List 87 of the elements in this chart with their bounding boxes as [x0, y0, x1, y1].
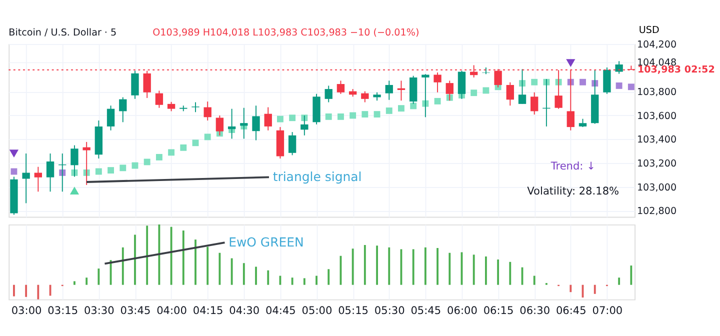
candlestick	[518, 68, 526, 104]
candlestick	[167, 101, 176, 112]
point	[531, 78, 538, 86]
point	[616, 82, 622, 89]
point	[519, 80, 526, 87]
point	[9, 150, 19, 158]
x-tick-label: 06:00	[447, 305, 478, 318]
point	[168, 149, 175, 156]
x-tick-label: 05:30	[374, 305, 406, 318]
candlestick	[530, 92, 538, 116]
point	[192, 140, 199, 146]
point	[482, 87, 490, 94]
candlestick	[288, 132, 296, 156]
point	[470, 90, 478, 96]
candlestick	[106, 105, 115, 131]
chart-title: Bitcoin / U.S. Dollar · 5	[8, 27, 117, 38]
y-tick-label: 103,800	[636, 87, 677, 98]
candlestick	[143, 70, 151, 98]
point	[386, 107, 392, 114]
candlestick	[434, 72, 442, 93]
candlestick	[252, 105, 260, 141]
x-tick-label: 05:45	[410, 305, 442, 318]
y-tick-label: 103,200	[636, 158, 677, 170]
candlestick	[204, 101, 212, 121]
point	[410, 102, 417, 110]
x-tick-label: 04:45	[265, 305, 296, 318]
x-tick-label: 04:30	[229, 305, 260, 318]
x-tick-label: 03:45	[120, 305, 151, 318]
y-tick-label: 104,200	[636, 39, 677, 50]
x-tick-label: 03:00	[11, 305, 42, 318]
x-tick-label: 05:15	[338, 305, 369, 318]
candlestick	[22, 153, 30, 204]
y-axis-title: USD	[638, 24, 660, 36]
annotation: EwO GREEN	[228, 234, 304, 250]
candlestick	[192, 102, 200, 113]
chart-subtitle: O103,989 H104,018 L103,983 C103,983 −10 (−0.01%)	[152, 27, 420, 38]
x-tick-label: 04:00	[156, 305, 188, 318]
x-tick-label: 07:00	[592, 305, 623, 318]
point	[434, 98, 441, 104]
point	[276, 116, 284, 122]
point	[580, 78, 586, 86]
point	[10, 168, 18, 175]
candlestick	[46, 153, 54, 192]
point	[289, 114, 296, 122]
point	[566, 59, 576, 67]
x-tick-label: 06:30	[520, 305, 550, 318]
point	[398, 105, 404, 112]
point	[204, 134, 211, 140]
candlestick	[324, 85, 332, 103]
point	[350, 112, 356, 119]
y-tick-label: 103,400	[636, 134, 677, 146]
point	[362, 111, 368, 118]
x-tick-label: 05:00	[302, 305, 332, 318]
point	[374, 111, 380, 118]
point	[108, 167, 114, 174]
point	[120, 164, 126, 172]
x-tick-label: 03:15	[48, 305, 78, 318]
y-tick-label: 102,800	[636, 206, 677, 218]
candlestick	[155, 90, 164, 108]
annotation: triangle signal	[272, 169, 362, 184]
point	[338, 113, 344, 120]
candlestick	[615, 60, 623, 74]
point	[144, 158, 150, 166]
x-tick-label: 04:15	[192, 305, 224, 318]
candlestick	[131, 70, 139, 100]
candlestick	[361, 90, 369, 103]
candlestick	[336, 80, 345, 94]
x-tick-label: 06:45	[556, 305, 586, 318]
point	[180, 144, 187, 151]
candlestick	[506, 82, 514, 106]
y-tick-label: 103,000	[636, 182, 677, 194]
candlestick	[385, 80, 393, 100]
point	[132, 162, 138, 169]
candlestick	[34, 166, 42, 192]
candlestick	[264, 106, 272, 131]
x-tick-label: 06:15	[483, 305, 514, 318]
y-tick-label: 103,600	[636, 110, 677, 122]
point	[325, 113, 332, 120]
point	[95, 168, 102, 175]
candlestick	[603, 66, 611, 94]
x-tick-label: 03:30	[84, 305, 115, 318]
point	[156, 154, 162, 160]
point	[70, 186, 80, 195]
annotation: Volatility: 28.18%	[527, 186, 620, 198]
candlestick	[119, 96, 127, 123]
point	[628, 84, 634, 90]
annotation: Trend: ↓	[550, 160, 596, 173]
